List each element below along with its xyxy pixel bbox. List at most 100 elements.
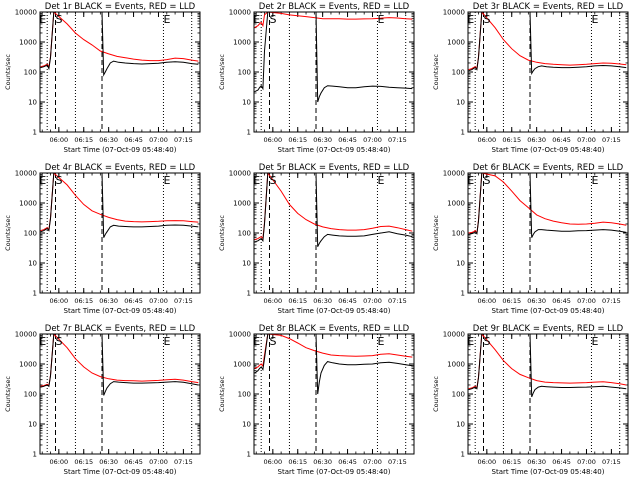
events-series-line [254, 334, 413, 395]
annotation-label: E [591, 335, 598, 348]
y-tick-label: 10 [28, 99, 37, 107]
annotation-label: E [591, 174, 598, 187]
x-tick-label: 06:30 [527, 458, 546, 466]
y-axis-label: Counts/sec [218, 215, 226, 251]
x-axis-label: Start Time (07-Oct-09 05:48:40) [492, 307, 605, 315]
y-tick-label: 100 [24, 69, 37, 77]
detector-panel: Det 6r BLACK = Events, RED = LLD Counts/s… [432, 163, 629, 315]
x-tick-label: 06:15 [288, 458, 307, 466]
events-series-line [468, 334, 627, 398]
plot-frame [253, 333, 415, 455]
events-series-line [40, 173, 199, 238]
x-tick-label: 06:15 [74, 136, 93, 144]
x-tick-label: 07:00 [363, 136, 382, 144]
annotation-label: S [56, 335, 63, 348]
y-tick-label: 1 [461, 451, 465, 459]
y-tick-label: 10 [28, 421, 37, 429]
detector-panel: Det 9r BLACK = Events, RED = LLD Counts/s… [432, 324, 629, 476]
annotation-label: E [253, 174, 260, 187]
y-tick-label: 10 [456, 260, 465, 268]
plot-frame [467, 333, 629, 455]
x-tick-label: 06:30 [99, 458, 118, 466]
plot-frame [39, 333, 201, 455]
x-tick-label: 06:45 [124, 458, 143, 466]
y-tick-label: 10 [242, 421, 251, 429]
x-tick-label: 06:15 [74, 458, 93, 466]
events-series-line [40, 334, 199, 396]
annotation-label: E [163, 13, 170, 26]
x-tick-label: 07:15 [388, 136, 407, 144]
x-tick-label: 06:00 [477, 297, 496, 305]
annotation-label: S [484, 335, 491, 348]
x-axis-label: Start Time (07-Oct-09 05:48:40) [64, 307, 177, 315]
x-tick-label: 06:30 [313, 297, 332, 305]
lld-series-line [40, 12, 199, 68]
events-series-line [254, 12, 413, 103]
x-tick-label: 06:00 [263, 458, 282, 466]
y-tick-label: 10 [456, 421, 465, 429]
y-axis-label: Counts/sec [4, 54, 12, 90]
x-tick-label: 07:00 [149, 136, 168, 144]
y-tick-label: 1 [461, 129, 465, 137]
y-axis-label: Counts/sec [4, 376, 12, 412]
x-axis-label: Start Time (07-Oct-09 05:48:40) [64, 146, 177, 154]
annotation-label: S [484, 174, 491, 187]
x-tick-label: 06:15 [288, 136, 307, 144]
x-tick-label: 06:30 [527, 297, 546, 305]
annotation-label: E [39, 335, 46, 348]
y-tick-label: 100 [238, 69, 251, 77]
x-tick-label: 07:00 [363, 458, 382, 466]
lld-series-line [468, 173, 627, 235]
x-tick-label: 06:00 [477, 458, 496, 466]
annotation-label: E [253, 13, 260, 26]
annotation-label: S [270, 174, 277, 187]
detector-panel: Det 8r BLACK = Events, RED = LLD Counts/s… [218, 324, 415, 476]
x-tick-label: 06:30 [313, 136, 332, 144]
annotation-label: S [56, 13, 63, 26]
annotation-label: E [163, 174, 170, 187]
lld-series-line [468, 12, 627, 71]
x-tick-label: 06:30 [313, 458, 332, 466]
x-tick-label: 07:15 [602, 458, 621, 466]
y-tick-label: 10000 [15, 9, 37, 17]
plot-frame [467, 172, 629, 294]
x-tick-label: 07:00 [577, 458, 596, 466]
x-tick-label: 06:45 [552, 136, 571, 144]
lld-series-line [254, 12, 413, 29]
x-tick-label: 06:15 [502, 297, 521, 305]
lld-series-line [40, 334, 199, 387]
x-tick-label: 07:15 [174, 297, 193, 305]
annotation-label: S [484, 13, 491, 26]
x-axis-label: Start Time (07-Oct-09 05:48:40) [64, 468, 177, 476]
panel-title: Det 8r BLACK = Events, RED = LLD [259, 324, 410, 334]
lld-series-line [254, 334, 413, 370]
annotation-label: E [377, 335, 384, 348]
panel-title: Det 6r BLACK = Events, RED = LLD [473, 163, 624, 173]
x-tick-label: 06:30 [527, 136, 546, 144]
y-tick-label: 1000 [447, 39, 465, 47]
annotation-label: E [253, 335, 260, 348]
events-series-line [468, 173, 627, 238]
y-tick-label: 100 [24, 230, 37, 238]
y-tick-label: 10000 [15, 170, 37, 178]
plot-frame [39, 11, 201, 133]
x-tick-label: 06:45 [124, 136, 143, 144]
y-axis-label: Counts/sec [218, 376, 226, 412]
y-tick-label: 10 [242, 260, 251, 268]
annotation-label: E [467, 174, 474, 187]
annotation-label: E [163, 335, 170, 348]
x-tick-label: 07:15 [388, 458, 407, 466]
annotation-label: E [377, 13, 384, 26]
x-tick-label: 06:45 [124, 297, 143, 305]
y-axis-label: Counts/sec [432, 376, 440, 412]
events-series-line [468, 12, 627, 76]
y-tick-label: 1000 [19, 39, 37, 47]
y-tick-label: 10 [242, 99, 251, 107]
y-tick-label: 10000 [15, 331, 37, 339]
y-tick-label: 1000 [19, 361, 37, 369]
x-tick-label: 07:15 [602, 297, 621, 305]
x-tick-label: 06:45 [552, 458, 571, 466]
x-tick-label: 06:45 [338, 458, 357, 466]
panel-title: Det 7r BLACK = Events, RED = LLD [45, 324, 196, 334]
